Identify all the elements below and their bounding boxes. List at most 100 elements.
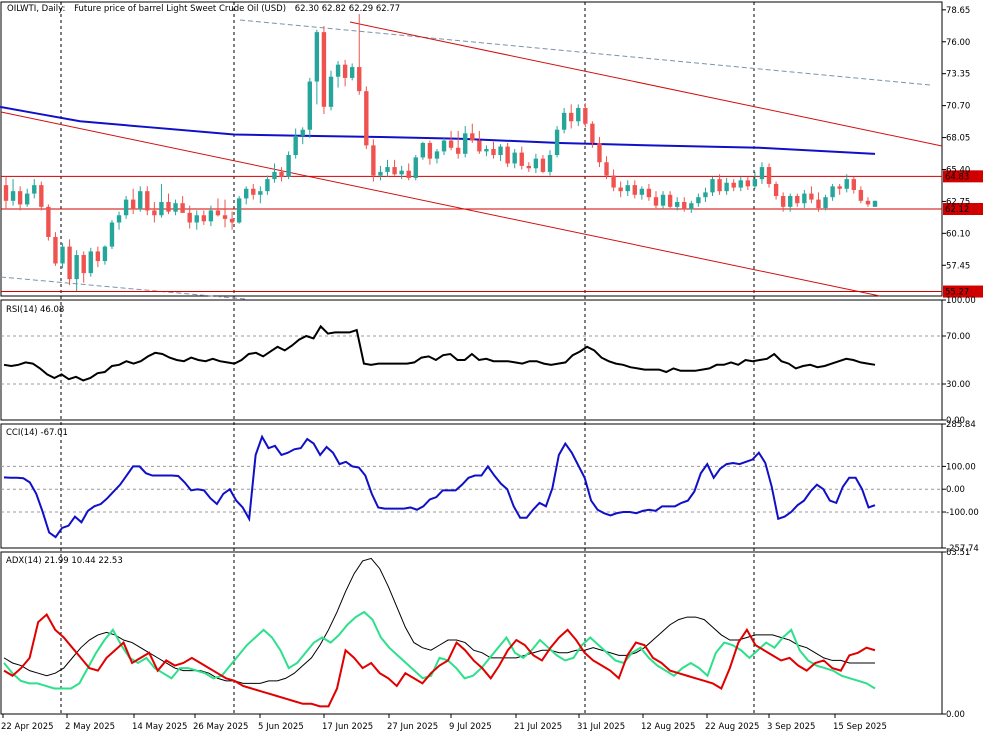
candle-body bbox=[236, 198, 242, 223]
price-tick-label: 62.75 bbox=[946, 197, 970, 207]
candle-body bbox=[802, 193, 807, 204]
pane-border bbox=[0, 1, 943, 297]
candle-body bbox=[385, 167, 390, 172]
candle-body bbox=[611, 175, 616, 188]
candle-body bbox=[519, 152, 524, 166]
price-level-box bbox=[943, 203, 983, 216]
candle-body bbox=[745, 180, 751, 187]
candle-body bbox=[130, 199, 136, 210]
channel-lower-line bbox=[0, 111, 881, 297]
candle-body bbox=[788, 195, 793, 207]
candle-body bbox=[872, 200, 878, 207]
price-tick-label: 57.45 bbox=[946, 261, 970, 271]
candle-body bbox=[349, 67, 355, 78]
price-tick-label: 76.00 bbox=[946, 38, 970, 48]
time-axis-label: 21 Jul 2025 bbox=[514, 722, 562, 732]
candle-body bbox=[286, 155, 291, 177]
candle-body bbox=[455, 147, 461, 154]
rsi-line bbox=[3, 324, 876, 382]
indicator-tick-label: -100.00 bbox=[946, 508, 979, 518]
indicator-tick-label: 63.51 bbox=[946, 548, 970, 558]
candle-body bbox=[766, 167, 772, 184]
candle-body bbox=[166, 202, 171, 212]
candle-body bbox=[251, 188, 256, 195]
indicator-tick-label: -257.74 bbox=[946, 544, 979, 554]
cci-line bbox=[3, 434, 876, 539]
upper-trend-line bbox=[239, 19, 931, 86]
price-tick-label: 68.05 bbox=[946, 134, 970, 144]
candle-body bbox=[32, 185, 37, 194]
cci-title: CCI(14) -67.01 bbox=[6, 428, 68, 438]
candle-body bbox=[703, 192, 708, 198]
price-level-box bbox=[943, 285, 983, 298]
price-level-label: 62.12 bbox=[945, 205, 969, 215]
candle-body bbox=[307, 81, 312, 130]
candle-body bbox=[3, 185, 9, 201]
candle-body bbox=[81, 255, 86, 274]
candle-body bbox=[823, 197, 828, 209]
candle-body bbox=[639, 188, 645, 195]
time-axis-label: 12 Aug 2025 bbox=[641, 722, 695, 732]
candle-body bbox=[660, 194, 666, 206]
candle-body bbox=[844, 179, 849, 189]
candle-body bbox=[46, 206, 51, 237]
candle-body bbox=[427, 142, 433, 159]
candle-body bbox=[498, 146, 503, 156]
minus-di-line bbox=[3, 612, 876, 708]
candle-body bbox=[865, 200, 871, 205]
candle-body bbox=[505, 146, 510, 164]
candle-body bbox=[152, 210, 157, 216]
candle-body bbox=[357, 67, 362, 92]
candle-body bbox=[123, 199, 129, 216]
candle-body bbox=[604, 162, 609, 176]
candle-body bbox=[816, 199, 821, 209]
rsi-title: RSI(14) 46.08 bbox=[6, 305, 64, 315]
candle-body bbox=[583, 108, 588, 124]
candle-body bbox=[780, 195, 786, 207]
candle-body bbox=[39, 185, 44, 207]
candle-body bbox=[208, 210, 214, 222]
time-axis-label: 22 Apr 2025 bbox=[1, 722, 54, 732]
time-axis-label: 14 May 2025 bbox=[132, 722, 187, 732]
candle-body bbox=[710, 179, 715, 193]
candle-body bbox=[653, 197, 659, 206]
candle-body bbox=[138, 191, 143, 210]
candle-body bbox=[512, 152, 517, 164]
candle-body bbox=[17, 191, 23, 205]
candle-body bbox=[194, 215, 199, 223]
price-tick-label: 65.40 bbox=[946, 165, 970, 175]
candle-body bbox=[731, 182, 736, 188]
candle-body bbox=[244, 188, 249, 199]
candle-body bbox=[201, 215, 207, 222]
candle-body bbox=[399, 170, 404, 175]
candle-body bbox=[328, 76, 334, 107]
candle-body bbox=[526, 165, 532, 169]
candle-body bbox=[279, 171, 284, 177]
candle-body bbox=[597, 142, 602, 163]
time-axis-label: 5 Jun 2025 bbox=[258, 722, 304, 732]
indicator-tick-label: 100.00 bbox=[946, 462, 976, 472]
candle-body bbox=[145, 191, 150, 211]
candle-body bbox=[554, 129, 560, 156]
candle-body bbox=[569, 112, 574, 122]
candle-body bbox=[696, 197, 701, 204]
candle-body bbox=[293, 135, 298, 156]
indicator-tick-label: 100.00 bbox=[946, 296, 976, 306]
candle-body bbox=[434, 151, 440, 159]
candle-body bbox=[342, 64, 348, 78]
candle-body bbox=[830, 186, 835, 198]
candle-body bbox=[667, 194, 673, 207]
candle-body bbox=[180, 203, 185, 213]
ohlc-values: 62.30 62.82 62.29 62.77 bbox=[295, 4, 400, 14]
candle-body bbox=[378, 171, 383, 176]
candle-body bbox=[682, 202, 687, 210]
candle-body bbox=[441, 140, 447, 152]
indicator-tick-label: 0.00 bbox=[946, 710, 965, 720]
price-tick-label: 70.70 bbox=[946, 102, 970, 112]
candle-body bbox=[470, 133, 475, 141]
candle-body bbox=[102, 246, 108, 262]
candle-body bbox=[724, 182, 729, 192]
price-tick-label: 73.35 bbox=[946, 70, 970, 80]
candle-body bbox=[463, 133, 468, 154]
